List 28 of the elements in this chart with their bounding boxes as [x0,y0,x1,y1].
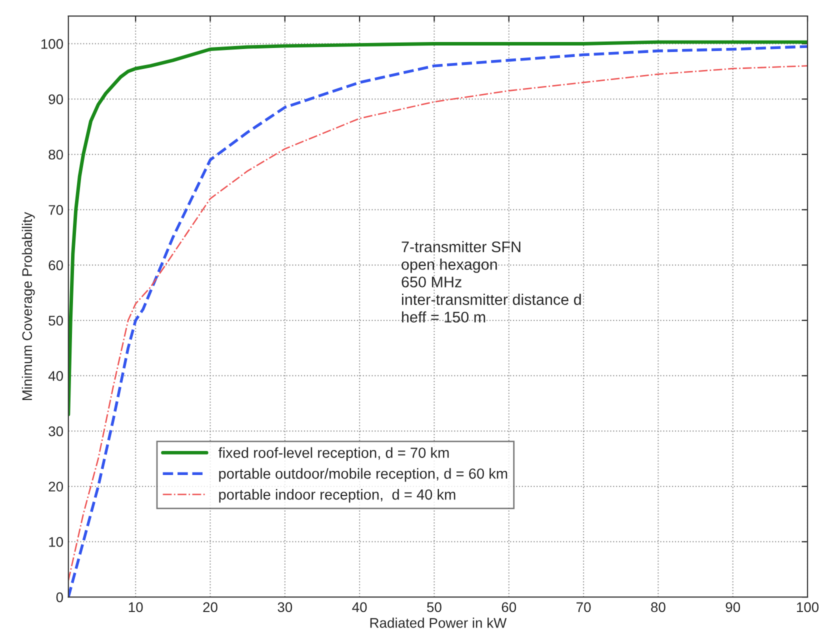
y-tick-label: 20 [48,482,63,492]
annotation: 7-transmitter SFN open hexagon 650 MHz inter-transmitter distance d heff = 150 m [402,241,581,323]
x-tick-label: 70 [576,602,591,612]
y-tick-label: 60 [48,260,63,270]
x-tick-label: 50 [427,602,442,612]
y-tick-label: 10 [49,537,63,547]
y-tick-label: 0 [56,592,63,602]
x-tick-label: 30 [278,602,292,612]
y-tick-label: 50 [48,316,63,326]
x-axis-title: Radiated Power in kW [370,618,507,628]
y-axis-title: Minimum Coverage Probability [22,212,35,400]
y-tick-label: 70 [48,205,63,215]
x-tick-label: 40 [352,602,367,612]
legend-label: portable outdoor/mobile reception, d = 60 km [219,468,508,482]
x-tick-label: 10 [128,602,143,612]
x-tick-label: 20 [203,602,218,612]
y-tick-label: 80 [48,150,63,160]
legend-label: portable indoor reception, d = 40 km [219,489,456,503]
x-tick-label: 100 [796,602,819,612]
legend-label: fixed roof-level reception, d = 70 km [218,447,449,461]
line-series [68,40,808,416]
y-tick-label: 30 [48,426,63,436]
y-tick-label: 40 [48,371,63,381]
y-tick-label: 100 [41,39,63,49]
y-tick-label: 90 [48,94,63,104]
x-tick-label: 90 [726,602,740,612]
x-tick-label: 80 [651,602,666,612]
x-tick-label: 60 [502,602,516,612]
